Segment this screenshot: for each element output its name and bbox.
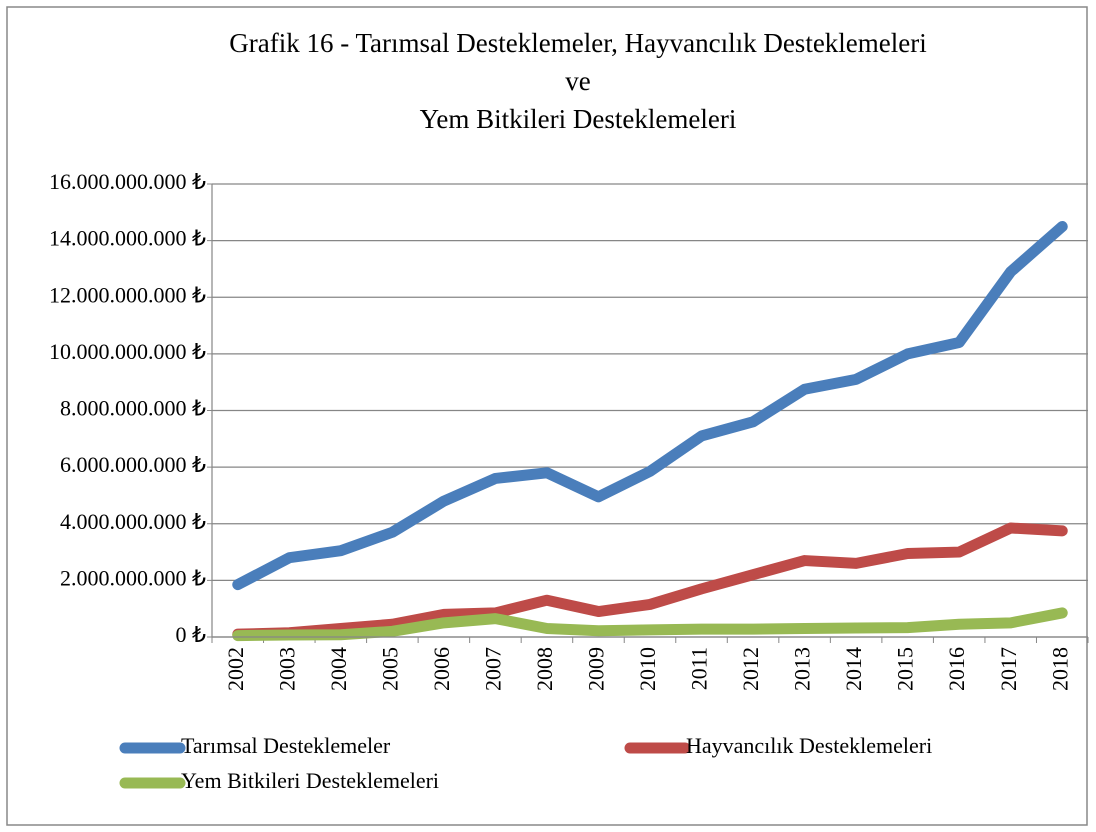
x-tick-label: 2005 xyxy=(377,647,402,691)
chart-title: Grafik 16 - Tarımsal Desteklemeler, Hayv… xyxy=(229,28,927,58)
x-tick-label: 2012 xyxy=(738,647,763,691)
x-tick-label: 2010 xyxy=(635,647,660,691)
x-tick-label: 2008 xyxy=(532,647,557,691)
legend-label: Hayvancılık Desteklemeleri xyxy=(686,733,932,758)
y-tick-label: 14.000.000.000 ₺ xyxy=(49,226,206,251)
x-tick-label: 2009 xyxy=(584,647,609,691)
x-tick-label: 2015 xyxy=(893,647,918,691)
x-tick-label: 2017 xyxy=(996,647,1021,691)
chart-border xyxy=(6,6,1088,826)
series-line xyxy=(232,522,1068,640)
legend-label: Tarımsal Desteklemeler xyxy=(181,733,391,758)
y-tick-label: 6.000.000.000 ₺ xyxy=(60,452,206,477)
y-tick-label: 12.000.000.000 ₺ xyxy=(49,282,206,307)
series-line xyxy=(232,220,1068,591)
chart-title: ve xyxy=(565,66,591,96)
x-tick-label: 2013 xyxy=(790,647,815,691)
x-tick-label: 2016 xyxy=(944,647,969,691)
y-tick-label: 0 ₺ xyxy=(176,622,207,647)
x-tick-label: 2004 xyxy=(326,647,351,691)
series-line xyxy=(232,607,1068,642)
y-tick-label: 16.000.000.000 ₺ xyxy=(49,169,206,194)
y-tick-label: 2.000.000.000 ₺ xyxy=(60,565,206,590)
x-tick-label: 2002 xyxy=(223,647,248,691)
x-tick-label: 2003 xyxy=(274,647,299,691)
y-tick-label: 10.000.000.000 ₺ xyxy=(49,339,206,364)
x-tick-label: 2011 xyxy=(687,647,712,690)
x-tick-label: 2007 xyxy=(480,647,505,691)
x-tick-label: 2014 xyxy=(841,647,866,691)
legend-label: Yem Bitkileri Desteklemeleri xyxy=(181,768,439,793)
x-tick-label: 2018 xyxy=(1047,647,1072,691)
y-tick-label: 4.000.000.000 ₺ xyxy=(60,509,206,534)
x-tick-label: 2006 xyxy=(429,647,454,691)
chart-title: Yem Bitkileri Desteklemeleri xyxy=(420,104,737,134)
y-tick-label: 8.000.000.000 ₺ xyxy=(60,396,206,421)
